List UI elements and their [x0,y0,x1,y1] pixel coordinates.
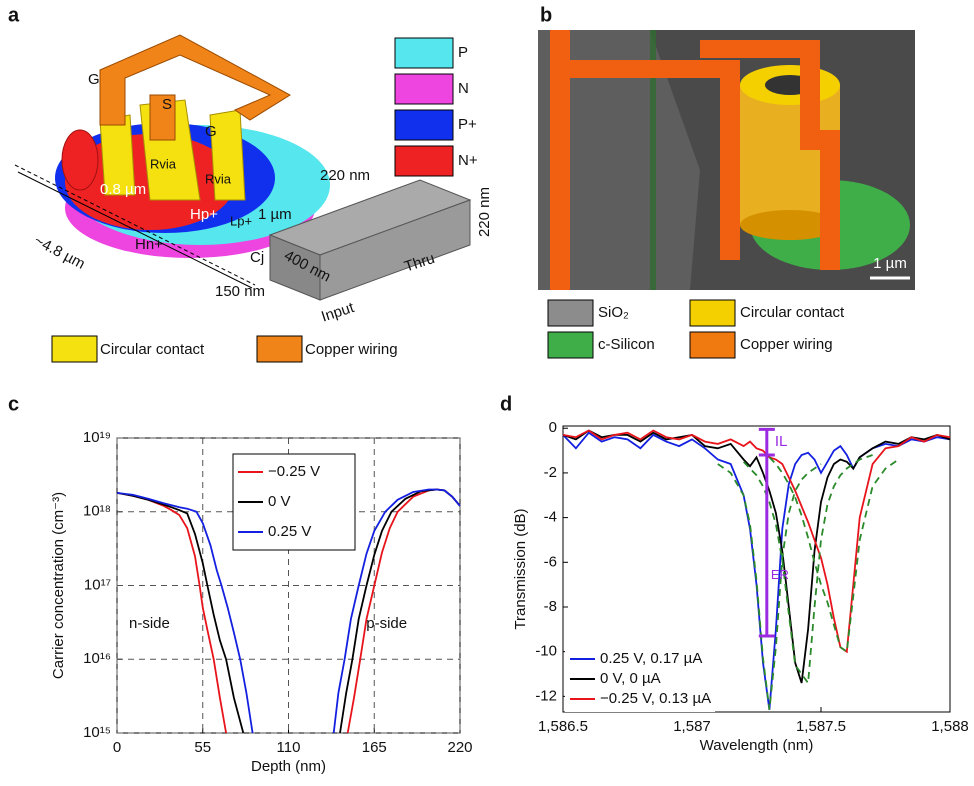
dimension-label: 220 nm [476,187,493,237]
er-label: ER [771,567,789,582]
legend-label: 0 V, 0 µA [600,670,661,687]
legend-label: 0.25 V [268,523,311,540]
x-tick-label: 220 [447,739,472,756]
legend-swatch [394,73,454,105]
legend-label: −0.25 V [268,463,320,480]
legend-label: −0.25 V, 0.13 µA [600,690,711,707]
y-tick-label: 10¹⁸ [83,503,111,520]
device-drawing [14,34,472,301]
dimension-label: 220 nm [320,167,370,184]
legend-swatch [394,37,454,69]
y-tick-label: 10¹⁵ [83,724,111,741]
il-label: IL [775,433,788,450]
legend-label: SiO₂ [598,304,629,321]
y-tick-label: -4 [544,509,557,526]
legend-label: N+ [458,152,478,169]
data-line [116,488,461,734]
legend-label: P [458,44,468,61]
x-axis-label: Wavelength (nm) [700,737,814,754]
y-tick-label: 10¹⁹ [83,429,111,446]
dimension-label: 1 µm [258,206,292,223]
fit-line [742,454,873,686]
data-line [562,429,951,684]
x-tick-label: 110 [277,739,301,756]
resistor-label: Hp+ [190,206,218,223]
dimension-label: ~4.8 µm [31,232,87,273]
legend-swatch [256,335,303,363]
dimension-label: 150 nm [215,283,265,300]
y-tick-label: -6 [544,553,557,570]
annotation: p-side [366,615,407,632]
legend-box [232,453,356,551]
y-axis-label: Transmission (dB) [512,508,529,629]
resistor-label: Hn+ [135,236,163,253]
x-tick-label: 1,587.5 [796,718,846,735]
x-tick-label: 1,588 [931,718,969,735]
scale-bar-label: 1 µm [873,255,907,272]
panel-label: c [8,393,19,415]
x-tick-label: 1,587 [673,718,711,735]
legend-swatch [547,331,594,359]
legend-label: Copper wiring [305,341,398,358]
y-tick-label: 0 [549,419,557,436]
capacitance-label: Cj [250,249,264,266]
gate-label: G [88,71,100,88]
source-label: S [162,96,172,113]
port-label: Input [319,299,357,326]
y-tick-label: 10¹⁷ [84,576,111,593]
dimension-label: 0.8 µm [100,181,146,198]
y-tick-label: -10 [535,643,557,660]
legend-label: 0.25 V, 0.17 µA [600,650,702,667]
x-axis-label: Depth (nm) [251,758,326,775]
x-tick-label: 1,586.5 [538,718,588,735]
fit-line [717,463,822,710]
y-tick-label: -8 [544,598,557,615]
plot-frame [562,425,951,713]
gate-label: G [205,123,217,140]
legend-label: N [458,80,469,97]
via-label: Rvia [150,156,177,171]
device-labels: G S G Rvia Rvia 220 nm 1 µm 0.8 µm ~4.8 … [31,71,493,326]
legend-swatch [51,335,98,363]
y-axis-label: Carrier concentration (cm⁻³) [50,492,67,679]
y-tick-label: 10¹⁶ [83,650,111,667]
legend-swatch [547,299,594,327]
annotation: n-side [129,615,170,632]
legend-label: Copper wiring [740,336,833,353]
via-label: Rvia [205,171,232,186]
data-line [562,429,951,654]
legend-swatch [689,299,736,327]
legend-label: c-Silicon [598,336,655,353]
legend-swatch [394,109,454,141]
legend-label: 0 V [268,493,291,510]
legend-label: Circular contact [740,304,845,321]
sem-image: 1 µm [538,30,915,290]
length-label: Lp+ [230,213,252,228]
panel-label: a [8,4,20,26]
x-tick-label: 165 [362,739,387,756]
legend: SiO₂ c-Silicon Circular contact Copper wiri… [547,299,845,359]
legend-swatch [689,331,736,359]
x-tick-label: 55 [194,739,211,756]
charts: c 0 55 110 165 220 10¹⁵ 10¹⁶ 10¹⁷ 10¹⁸ 10¹⁹ Depth (… [8,393,969,775]
legend-swatch [394,145,454,177]
y-tick-label: -2 [544,464,557,481]
legend-label: P+ [458,116,477,133]
x-tick-label: 0 [113,739,121,756]
legend-label: Circular contact [100,341,205,358]
panel-label: b [540,4,552,26]
legend: P N P+ N+ Circular contact Copper wiring [51,37,478,363]
y-tick-label: -12 [535,687,557,704]
panel-label: d [500,393,512,415]
fit-line [768,456,899,654]
